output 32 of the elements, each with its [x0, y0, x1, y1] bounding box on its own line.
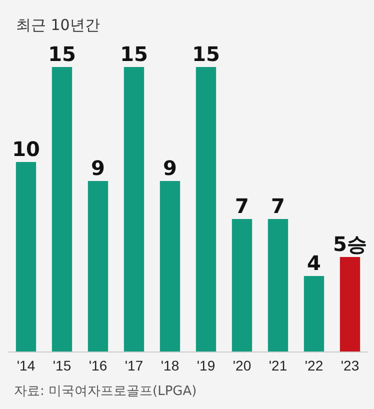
x-tick-label: '17	[124, 357, 144, 374]
bar	[232, 219, 252, 352]
x-tick-label: '20	[232, 357, 252, 374]
data-label: 7	[235, 194, 249, 218]
bar	[52, 67, 72, 352]
data-label: 7	[271, 194, 285, 218]
data-label: 9	[91, 156, 105, 180]
x-tick-label: '14	[16, 357, 36, 374]
data-label: 15	[120, 42, 148, 66]
x-tick-label: '22	[304, 357, 324, 374]
data-label: 9	[163, 156, 177, 180]
x-tick-label: '23	[340, 357, 360, 374]
x-tick-label: '19	[196, 357, 216, 374]
bar	[16, 162, 36, 352]
data-label: 15	[192, 42, 220, 66]
data-label: 10	[12, 137, 40, 161]
data-label: 5승	[333, 232, 367, 256]
chart-subtitle: 최근 10년간	[16, 16, 100, 34]
bar	[268, 219, 288, 352]
bar	[88, 181, 108, 352]
bar	[160, 181, 180, 352]
data-label: 15	[48, 42, 76, 66]
x-tick-label: '15	[52, 357, 72, 374]
data-label: 4	[307, 251, 321, 275]
bar	[196, 67, 216, 352]
text: 자료: 미국여자프로골프(LPGA)	[14, 384, 197, 399]
bar	[124, 67, 144, 352]
bar	[340, 257, 360, 352]
bar	[304, 276, 324, 352]
x-tick-label: '21	[268, 357, 288, 374]
x-tick-label: '16	[88, 357, 108, 374]
x-tick-label: '18	[160, 357, 180, 374]
